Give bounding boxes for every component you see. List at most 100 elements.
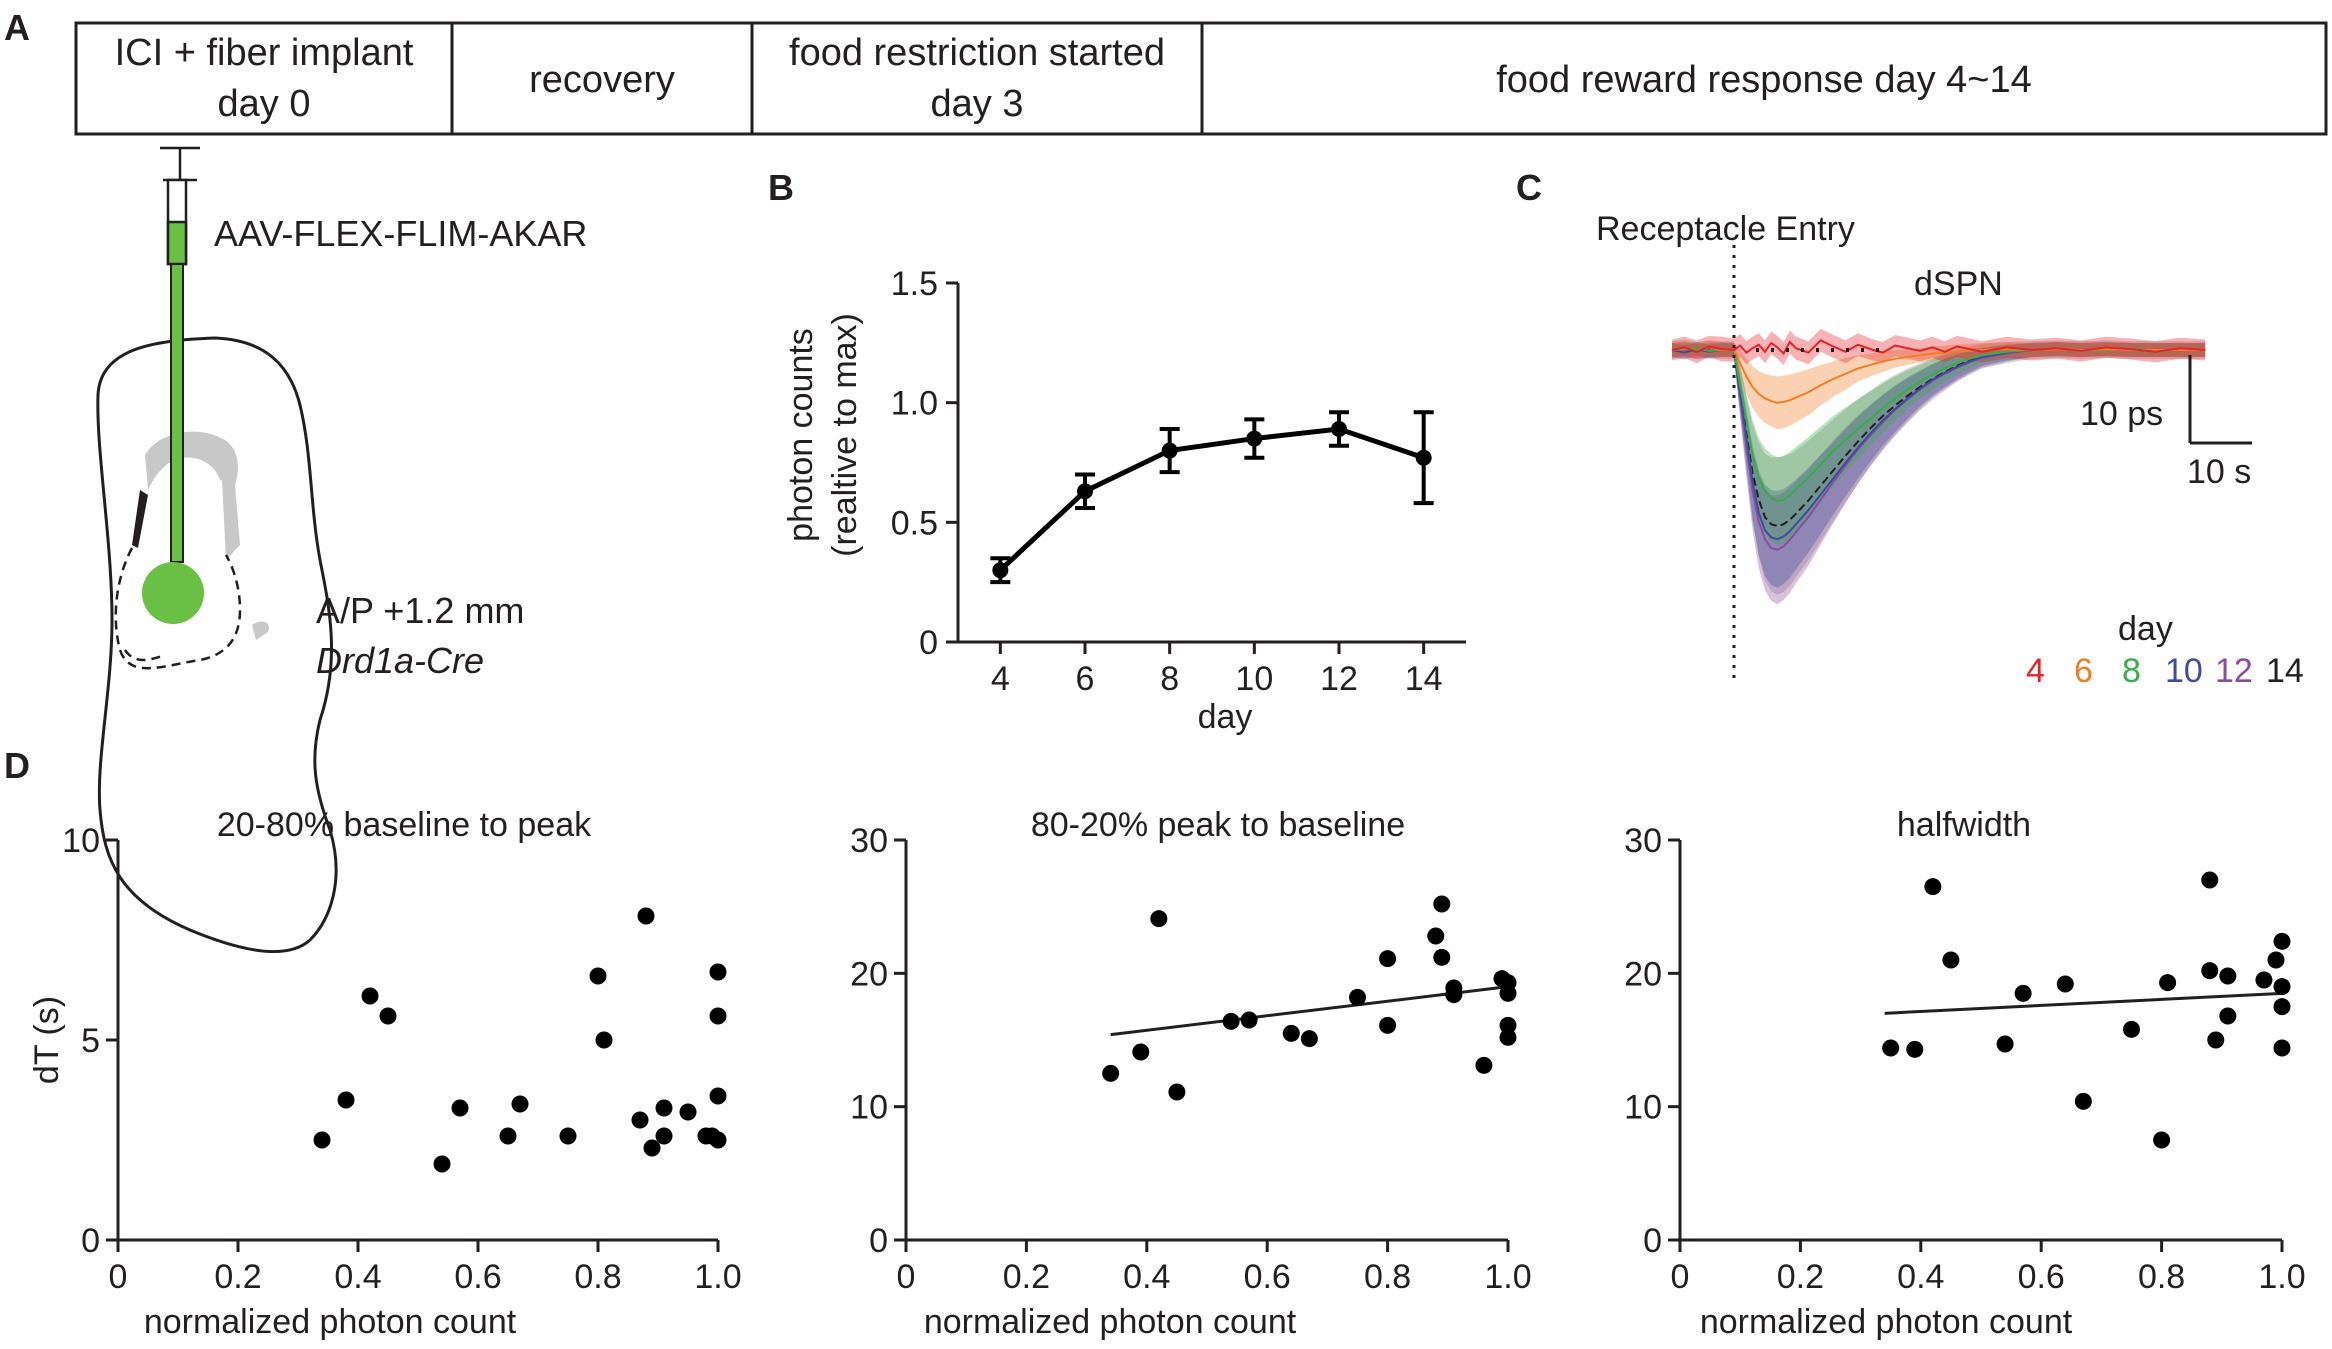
chart-d3-data-point: [2273, 978, 2291, 996]
striatum-dashed-outline: [114, 547, 242, 670]
chart-d2-data-point: [1379, 1016, 1397, 1034]
chart-d3-data-point: [2153, 1131, 2171, 1149]
chart-c-sem-band-day-10: [1672, 342, 2206, 588]
timeline-box-3-line-1: food restriction started: [789, 32, 1165, 74]
chart-d3-data-point: [2123, 1020, 2140, 1038]
chart-d2-data-point: [1300, 1030, 1318, 1048]
chart-d3-data-point: [2074, 1092, 2092, 1110]
chart-d1-x-tick-label: 0.2: [214, 1258, 261, 1296]
chart-d3-data-point: [2273, 1039, 2291, 1057]
chart-d2-data-point: [1499, 984, 1517, 1002]
chart-d3-data-point: [1996, 1035, 2014, 1053]
chart-b-data-point: [1246, 430, 1263, 447]
chart-d3-x-tick-label: 0.4: [1897, 1258, 1944, 1296]
chart-d2-y-tick-label: 20: [850, 955, 888, 993]
chart-d2-x-tick-label: 0: [897, 1258, 916, 1296]
chart-d2-data-point: [1433, 948, 1451, 966]
chart-d2-data-point: [1240, 1011, 1258, 1029]
chart-b-data-point: [1161, 442, 1178, 459]
chart-d1-data-point: [433, 1155, 451, 1173]
chart-d2-data-point: [1433, 895, 1451, 913]
ventricle-lateral-shape: [132, 490, 148, 548]
panel-letter-c: C: [1516, 167, 1542, 208]
chart-c-event-label: Receptacle Entry: [1596, 210, 1855, 248]
chart-d3-data-point: [2219, 1007, 2237, 1025]
chart-d1-x-tick-label: 0.4: [334, 1258, 381, 1296]
chart-d2-data-point: [1282, 1024, 1300, 1042]
brain-schematic: AAV-FLEX-FLIM-AKAR A/P +1.2 mm Drd1a-Cre: [96, 146, 587, 953]
chart-d2-data-point: [1427, 927, 1445, 945]
chart-d1-title: 20-80% baseline to peak: [217, 806, 592, 844]
chart-c-legend-day-8: 8: [2122, 652, 2141, 690]
chart-b-x-tick-label: 10: [1235, 660, 1273, 698]
chart-d3-x-tick-label: 0: [1671, 1258, 1690, 1296]
chart-d3-data-point: [2159, 974, 2177, 992]
chart-d3-y-tick-label: 20: [1624, 955, 1662, 993]
chart-d3-x-tick-label: 1.0: [2258, 1258, 2305, 1296]
chart-b-y-tick-label: 1.5: [891, 265, 938, 303]
fiber-optic-cannula: [170, 263, 184, 563]
chart-b-photon-counts: photon counts (realtive to max) day 0 0.5…: [782, 265, 1466, 736]
chart-c-legend-title: day: [2118, 610, 2173, 648]
timeline-box-1-line-1: ICI + fiber implant: [115, 32, 414, 74]
chart-d3-y-tick-label: 30: [1624, 822, 1662, 860]
chart-c-trace-day-4: [1671, 339, 2206, 356]
chart-b-ylabel-line-1: photon counts: [782, 328, 820, 542]
timeline-box-3-line-2: day 3: [931, 83, 1024, 125]
chart-d1-data-point: [379, 1007, 397, 1025]
chart-d2-data-point: [1445, 986, 1463, 1004]
chart-c-sem-band-day-12: [1672, 342, 2206, 605]
syringe-virus-fill: [166, 220, 188, 266]
timeline-box-2-line-1: recovery: [529, 59, 675, 101]
chart-d1-data-point: [337, 1091, 355, 1109]
chart-d1-data-point: [643, 1139, 661, 1157]
chart-d2-data-point: [1132, 1043, 1150, 1061]
chart-d3-data-point: [1882, 1039, 1900, 1057]
chart-c-sem-band-day-14: [1672, 339, 2206, 595]
chart-b-x-tick-label: 8: [1160, 660, 1179, 698]
chart-d2-regression-line: [1110, 985, 1509, 1037]
chart-b-y-tick-label: 0.5: [891, 504, 938, 542]
chart-d2-y-tick-label: 10: [850, 1089, 888, 1127]
genotype-label: Drd1a-Cre: [316, 640, 484, 681]
virus-expression-spot: [142, 562, 204, 624]
chart-b-xlabel: day: [1198, 698, 1253, 736]
timeline-box-4-line-1: food reward response day 4~14: [1496, 59, 2032, 101]
chart-d2-data-point: [1379, 950, 1397, 968]
virus-label: AAV-FLEX-FLIM-AKAR: [214, 213, 587, 254]
chart-d3-data-point: [2201, 871, 2219, 889]
chart-d2-data-point: [1349, 988, 1366, 1006]
chart-d2-x-tick-label: 0.2: [1003, 1258, 1050, 1296]
chart-d1-y-tick-label: 0: [81, 1222, 100, 1260]
chart-d2-x-tick-label: 0.4: [1123, 1258, 1170, 1296]
brain-outline: [96, 336, 338, 953]
chart-d1-ylabel: dT (s): [28, 996, 66, 1084]
chart-d1-data-point: [451, 1099, 469, 1117]
chart-d3-y-tick-label: 0: [1643, 1222, 1662, 1260]
chart-d2-peak-to-baseline: 80-20% peak to baseline normalized photo…: [850, 806, 1531, 1341]
chart-d1-x-tick-label: 0: [109, 1258, 128, 1296]
chart-c-legend-day-12: 12: [2215, 652, 2253, 690]
chart-d1-data-point: [709, 1131, 727, 1149]
chart-c-sem-band-day-8: [1672, 342, 2206, 546]
chart-d2-x-tick-label: 0.8: [1364, 1258, 1411, 1296]
chart-d1-data-point: [361, 987, 379, 1005]
chart-d1-x-tick-label: 0.6: [454, 1258, 501, 1296]
chart-d1-x-tick-label: 1.0: [694, 1258, 741, 1296]
chart-d2-y-tick-label: 30: [850, 822, 888, 860]
chart-d3-data-point: [1942, 951, 1960, 969]
chart-d1-y-tick-label: 10: [62, 822, 100, 860]
chart-d3-xlabel: normalized photon count: [1700, 1303, 2073, 1341]
chart-d3-data-point: [2056, 975, 2074, 993]
chart-d2-data-point: [1499, 1016, 1517, 1034]
chart-d3-title: halfwidth: [1897, 806, 2031, 844]
chart-c-legend-day-14: 14: [2266, 652, 2304, 690]
chart-d1-data-point: [679, 1103, 697, 1121]
chart-c-sem-band-day-4: [1672, 328, 2206, 365]
chart-d1-baseline-to-peak: 20-80% baseline to peak normalized photo…: [28, 806, 742, 1341]
chart-b-ylabel-line-2: (realtive to max): [826, 313, 864, 557]
chart-d1-y-tick-label: 5: [81, 1022, 100, 1060]
chart-b-x-tick-label: 12: [1320, 660, 1358, 698]
